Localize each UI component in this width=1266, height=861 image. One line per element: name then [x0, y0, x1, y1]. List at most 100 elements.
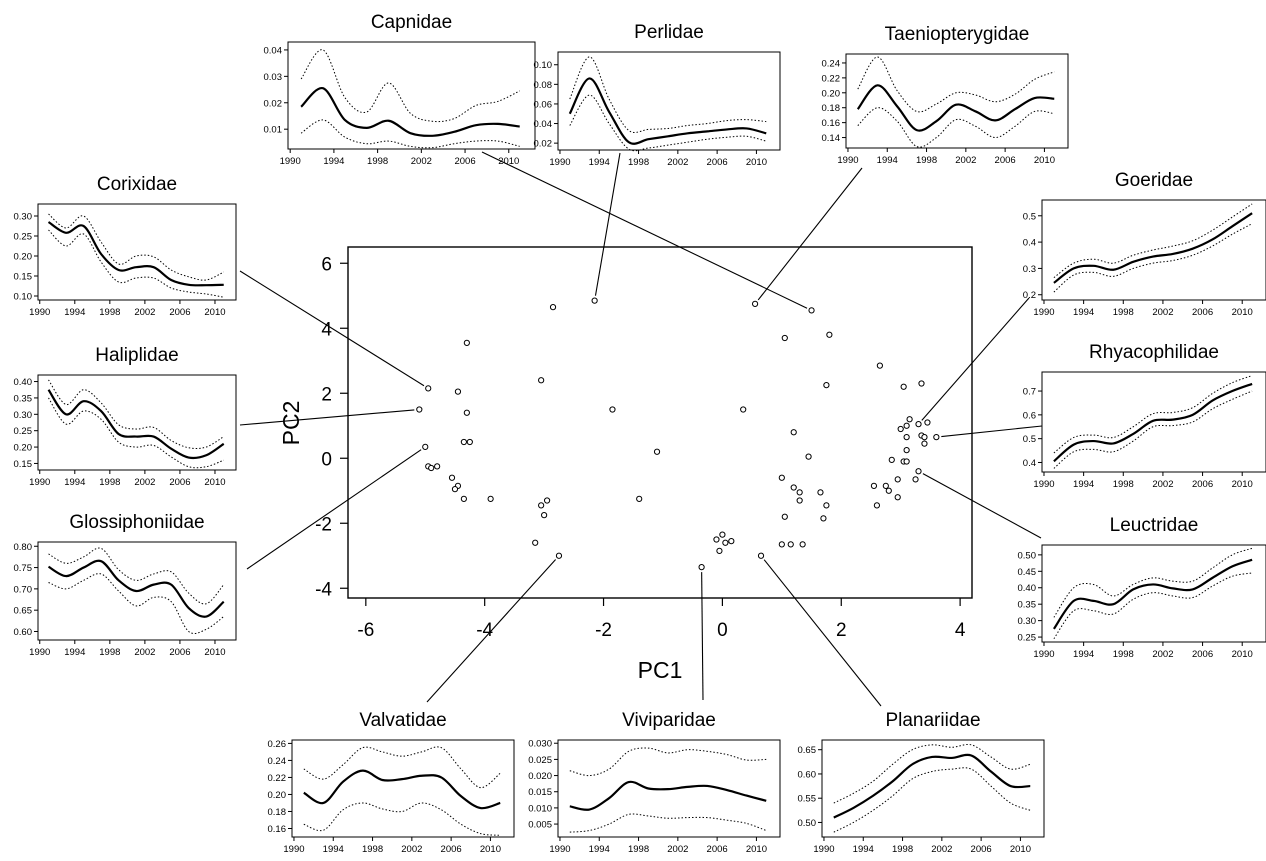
- capnidae-frame: [287, 41, 536, 150]
- corixidae-y-tick-label: 0.25: [14, 232, 33, 243]
- pca-point: [460, 438, 467, 446]
- leuctridae-x-tick-label: 2010: [1232, 649, 1253, 660]
- capnidae-y-tick-label: 0.04: [264, 45, 283, 56]
- pca-point: [454, 388, 462, 395]
- haliplidae-trend-line: [47, 389, 225, 460]
- leuctridae-panel: Leuctridae 1990 1994 1998 2002 2006 2010 0.25 0.…: [1018, 515, 1266, 660]
- rhyacophilidae-x-tick-label: 2010: [1232, 479, 1253, 490]
- valvatidae-y-tick-label: 0.18: [268, 807, 287, 818]
- pca-point: [924, 419, 931, 426]
- pca-y-tick-label: -4: [315, 579, 332, 600]
- valvatidae-y-tick-label: 0.22: [268, 773, 287, 784]
- goeridae-x-tick-label: 1994: [1073, 307, 1094, 318]
- perlidae-x-tick-label: 2006: [707, 157, 728, 168]
- valvatidae-frame: [291, 739, 515, 838]
- perlidae-upper-band-line: [569, 56, 767, 133]
- capnidae-y-tick-label: 0.03: [264, 72, 283, 83]
- pca-point: [796, 497, 803, 504]
- capnidae-y-tick-label: 0.02: [264, 98, 283, 109]
- viviparidae-x-tick-label: 2006: [707, 844, 728, 855]
- viviparidae-x-tick-label: 1990: [549, 844, 570, 855]
- taeniopterygidae-y-tick-label: 0.20: [822, 88, 841, 99]
- pca-x-tick-label: -6: [357, 620, 374, 641]
- glossiphoniidae-x-tick-label: 2006: [169, 647, 190, 658]
- goeridae-lower-band-line: [1053, 223, 1253, 293]
- pca-point: [805, 453, 812, 460]
- goeridae-leader-line: [921, 297, 1030, 421]
- corixidae-panel: Corixidae 1990 1994 1998 2002 2006 2010 0.10 0.1…: [14, 174, 237, 318]
- pca-point: [876, 362, 883, 369]
- perlidae-frame: [557, 51, 781, 151]
- pca-y-tick-label: 6: [321, 254, 332, 275]
- valvatidae-y-tick-label: 0.24: [268, 756, 287, 767]
- leuctridae-y-tick-label: 0.50: [1018, 550, 1037, 561]
- planariidae-leader-line: [763, 559, 882, 707]
- perlidae-trend-line: [568, 77, 767, 145]
- pca-point: [906, 416, 913, 423]
- rhyacophilidae-x-tick-label: 1998: [1113, 479, 1134, 490]
- taeniopterygidae-y-tick-label: 0.14: [822, 133, 841, 144]
- rhyacophilidae-title: Rhyacophilidae: [1089, 342, 1219, 363]
- planariidae-x-tick-label: 2002: [931, 844, 952, 855]
- valvatidae-x-tick-label: 1990: [283, 844, 304, 855]
- pca-point: [740, 406, 747, 413]
- pca-x-axis-label: PC1: [638, 657, 683, 683]
- goeridae-trend-line: [1053, 212, 1253, 284]
- glossiphoniidae-x-tick-label: 2002: [134, 647, 155, 658]
- pca-point: [808, 307, 815, 314]
- glossiphoniidae-x-tick-label: 2010: [204, 647, 225, 658]
- glossiphoniidae-trend-line: [47, 559, 225, 618]
- pca-x-tick-label: -2: [595, 620, 612, 641]
- goeridae-y-tick-label: 0.4: [1023, 238, 1036, 249]
- taeniopterygidae-y-tick-label: 0.22: [822, 73, 841, 84]
- taeniopterygidae-upper-band-line: [857, 56, 1055, 113]
- pca-point: [921, 440, 928, 447]
- viviparidae-leader-line: [701, 572, 704, 701]
- capnidae-x-tick-label: 2002: [411, 156, 432, 167]
- goeridae-y-tick-label: 0.2: [1023, 290, 1036, 301]
- goeridae-y-tick-label: 0.3: [1023, 264, 1036, 275]
- glossiphoniidae-y-tick-label: 0.65: [14, 606, 33, 617]
- pca-y-tick-label: 0: [321, 449, 332, 470]
- pca-point: [422, 443, 429, 450]
- pca-point: [538, 502, 545, 509]
- haliplidae-x-tick-label: 2002: [134, 477, 155, 488]
- goeridae-frame: [1041, 199, 1266, 301]
- pca-point: [463, 339, 470, 346]
- haliplidae-x-tick-label: 1990: [29, 477, 50, 488]
- taeniopterygidae-x-tick-label: 1990: [837, 155, 858, 166]
- taeniopterygidae-title: Taeniopterygidae: [885, 24, 1030, 45]
- pca-point: [778, 474, 785, 481]
- pca-point: [609, 406, 616, 413]
- capnidae-panel: Capnidae 1990 1994 1998 2002 2006 2010 0.01 0.02…: [264, 12, 536, 167]
- viviparidae-y-tick-label: 0.005: [528, 820, 552, 831]
- pca-point: [921, 434, 928, 441]
- corixidae-y-tick-label: 0.15: [14, 272, 33, 283]
- pca-point: [799, 541, 806, 548]
- glossiphoniidae-y-tick-label: 0.75: [14, 563, 33, 574]
- pca-point: [933, 434, 940, 441]
- pca-point: [823, 382, 830, 389]
- glossiphoniidae-x-tick-label: 1998: [99, 647, 120, 658]
- viviparidae-upper-band-line: [569, 747, 767, 777]
- planariidae-lower-band-line: [833, 767, 1031, 833]
- goeridae-y-tick-label: 0.5: [1023, 211, 1036, 222]
- pca-point: [541, 512, 548, 519]
- rhyacophilidae-lower-band-line: [1053, 390, 1253, 469]
- glossiphoniidae-y-tick-label: 0.80: [14, 542, 33, 553]
- pca-point: [713, 536, 720, 543]
- perlidae-x-tick-label: 2002: [667, 157, 688, 168]
- leuctridae-trend-line: [1052, 558, 1253, 630]
- pca-x-tick-label: -4: [476, 620, 493, 641]
- taeniopterygidae-leader-line: [757, 167, 863, 301]
- corixidae-leader-line: [239, 270, 425, 387]
- taeniopterygidae-panel: Taeniopterygidae 1990 1994 1998 2002 2006 2010…: [822, 24, 1069, 166]
- pca-x-tick-label: 4: [955, 620, 966, 641]
- taeniopterygidae-x-tick-label: 2010: [1034, 155, 1055, 166]
- perlidae-y-tick-label: 0.04: [534, 119, 553, 130]
- haliplidae-y-tick-label: 0.30: [14, 410, 33, 421]
- haliplidae-x-tick-label: 2010: [204, 477, 225, 488]
- pca-point: [757, 552, 765, 559]
- viviparidae-y-tick-label: 0.015: [528, 787, 552, 798]
- pca-point: [882, 482, 889, 489]
